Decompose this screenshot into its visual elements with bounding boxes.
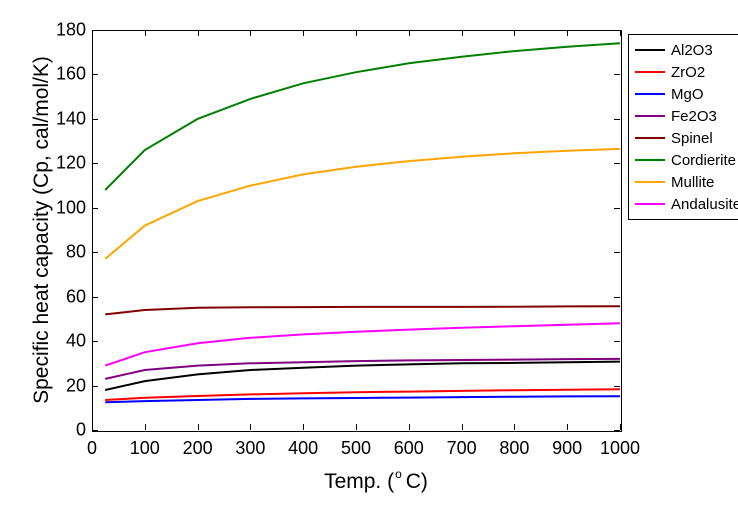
y-tick xyxy=(92,208,98,209)
y-tick-label: 60 xyxy=(46,286,86,307)
legend-item: Spinel xyxy=(635,127,738,149)
legend-item: Andalusite xyxy=(635,193,738,215)
legend-swatch xyxy=(635,159,665,161)
x-tick-label: 900 xyxy=(542,438,592,459)
x-tick xyxy=(462,30,463,36)
series-line-mullite xyxy=(105,149,620,259)
x-tick xyxy=(250,424,251,430)
legend-swatch xyxy=(635,137,665,139)
x-tick xyxy=(198,30,199,36)
x-tick xyxy=(620,424,621,430)
legend-label: Spinel xyxy=(671,130,713,147)
series-line-spinel xyxy=(105,306,620,314)
y-tick xyxy=(614,430,620,431)
y-tick xyxy=(92,163,98,164)
y-tick xyxy=(614,252,620,253)
x-tick xyxy=(514,30,515,36)
legend-label: ZrO2 xyxy=(671,64,705,81)
x-tick xyxy=(303,30,304,36)
x-tick xyxy=(145,30,146,36)
x-tick-label: 600 xyxy=(384,438,434,459)
y-tick-label: 160 xyxy=(46,64,86,85)
y-tick xyxy=(92,386,98,387)
y-tick-label: 180 xyxy=(46,20,86,41)
x-tick xyxy=(409,30,410,36)
x-tick-label: 700 xyxy=(437,438,487,459)
y-tick xyxy=(614,386,620,387)
y-axis-label: Specific heat capacity (Cp, cal/mol/K) xyxy=(30,30,54,430)
y-tick-label: 20 xyxy=(46,375,86,396)
x-tick-label: 800 xyxy=(489,438,539,459)
y-tick xyxy=(614,297,620,298)
x-tick xyxy=(409,424,410,430)
legend-swatch xyxy=(635,115,665,117)
legend-item: MgO xyxy=(635,83,738,105)
legend-swatch xyxy=(635,71,665,73)
legend-swatch xyxy=(635,93,665,95)
x-tick-label: 200 xyxy=(173,438,223,459)
series-line-al2o3 xyxy=(105,362,620,390)
x-tick xyxy=(567,30,568,36)
legend-swatch xyxy=(635,49,665,51)
y-tick xyxy=(92,74,98,75)
y-tick-label: 120 xyxy=(46,153,86,174)
x-tick xyxy=(250,30,251,36)
x-tick xyxy=(620,30,621,36)
x-tick xyxy=(303,424,304,430)
x-tick xyxy=(92,30,93,36)
y-tick xyxy=(92,430,98,431)
series-line-cordierite xyxy=(105,43,620,190)
x-tick xyxy=(92,424,93,430)
y-tick xyxy=(92,252,98,253)
legend-item: Fe2O3 xyxy=(635,105,738,127)
legend-item: Mullite xyxy=(635,171,738,193)
legend-label: Cordierite xyxy=(671,152,736,169)
x-tick-label: 400 xyxy=(278,438,328,459)
y-tick xyxy=(92,297,98,298)
x-tick-label: 300 xyxy=(225,438,275,459)
chart-legend: Al2O3 ZrO2 MgO Fe2O3 Spinel Cordierite Mullite… xyxy=(628,34,738,220)
x-tick xyxy=(514,424,515,430)
legend-swatch xyxy=(635,181,665,183)
legend-item: ZrO2 xyxy=(635,61,738,83)
x-tick xyxy=(356,424,357,430)
x-tick-label: 100 xyxy=(120,438,170,459)
legend-item: Al2O3 xyxy=(635,39,738,61)
x-tick-label: 0 xyxy=(67,438,117,459)
x-tick xyxy=(567,424,568,430)
x-tick xyxy=(145,424,146,430)
y-tick xyxy=(92,341,98,342)
x-tick xyxy=(198,424,199,430)
legend-item: Cordierite xyxy=(635,149,738,171)
y-tick xyxy=(92,119,98,120)
y-tick xyxy=(614,163,620,164)
x-tick xyxy=(462,424,463,430)
y-tick xyxy=(614,74,620,75)
y-tick xyxy=(614,208,620,209)
legend-label: Fe2O3 xyxy=(671,108,717,125)
x-tick-label: 1000 xyxy=(595,438,645,459)
legend-label: MgO xyxy=(671,86,704,103)
y-tick-label: 40 xyxy=(46,331,86,352)
y-tick-label: 140 xyxy=(46,108,86,129)
y-tick xyxy=(614,341,620,342)
y-tick-label: 80 xyxy=(46,242,86,263)
legend-label: Mullite xyxy=(671,174,714,191)
legend-swatch xyxy=(635,203,665,205)
y-tick-label: 100 xyxy=(46,197,86,218)
x-axis-label: Temp. (o C) xyxy=(296,470,456,494)
y-tick xyxy=(614,119,620,120)
legend-label: Andalusite xyxy=(671,196,738,213)
x-tick xyxy=(356,30,357,36)
x-tick-label: 500 xyxy=(331,438,381,459)
legend-label: Al2O3 xyxy=(671,42,713,59)
